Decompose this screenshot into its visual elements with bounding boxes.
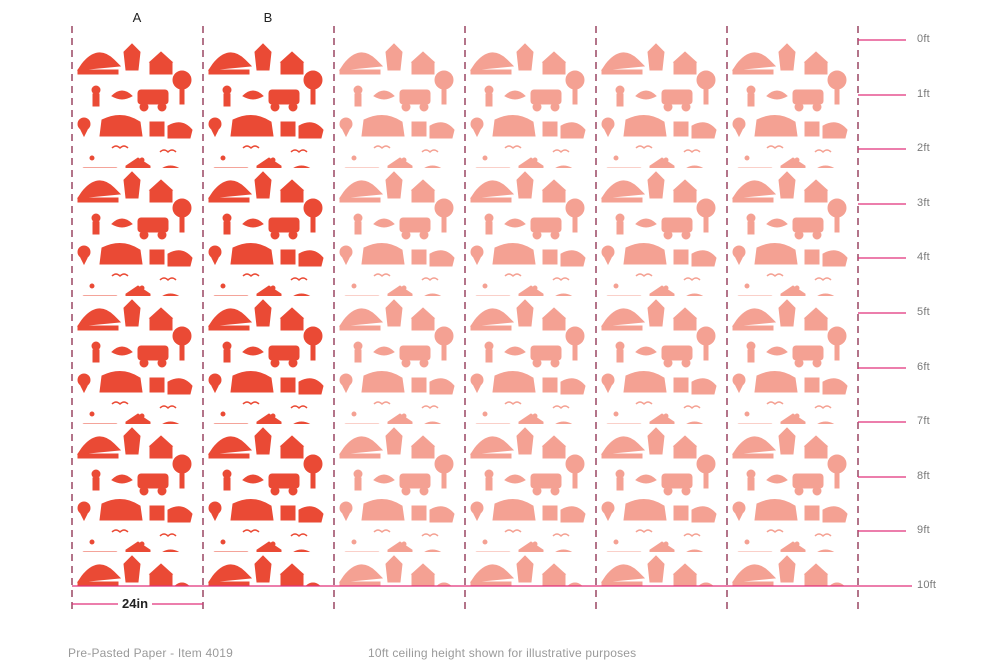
height-label-9ft: 9ft xyxy=(917,524,930,536)
panel-preview-4 xyxy=(465,40,596,586)
height-label-1ft: 1ft xyxy=(917,88,930,100)
height-label-4ft: 4ft xyxy=(917,251,930,263)
panel-label-a: A xyxy=(132,10,142,25)
height-label-2ft: 2ft xyxy=(917,142,930,154)
height-label-6ft: 6ft xyxy=(917,361,930,373)
height-label-0ft: 0ft xyxy=(917,33,930,45)
panel-width-label: 24in xyxy=(118,596,153,611)
product-caption: Pre-Pasted Paper - Item 4019 xyxy=(68,646,234,660)
height-label-5ft: 5ft xyxy=(917,306,930,318)
panel-preview-5 xyxy=(596,40,727,586)
panel-preview-3 xyxy=(334,40,465,586)
height-label-8ft: 8ft xyxy=(917,470,930,482)
panel-preview-6 xyxy=(727,40,858,586)
height-label-3ft: 3ft xyxy=(917,197,930,209)
panel-b xyxy=(203,40,334,586)
height-label-10ft: 10ft xyxy=(917,579,937,591)
height-label-7ft: 7ft xyxy=(917,415,930,427)
panel-a xyxy=(72,40,203,586)
panel-label-b: B xyxy=(263,10,273,25)
illustration-note: 10ft ceiling height shown for illustrati… xyxy=(368,646,637,660)
